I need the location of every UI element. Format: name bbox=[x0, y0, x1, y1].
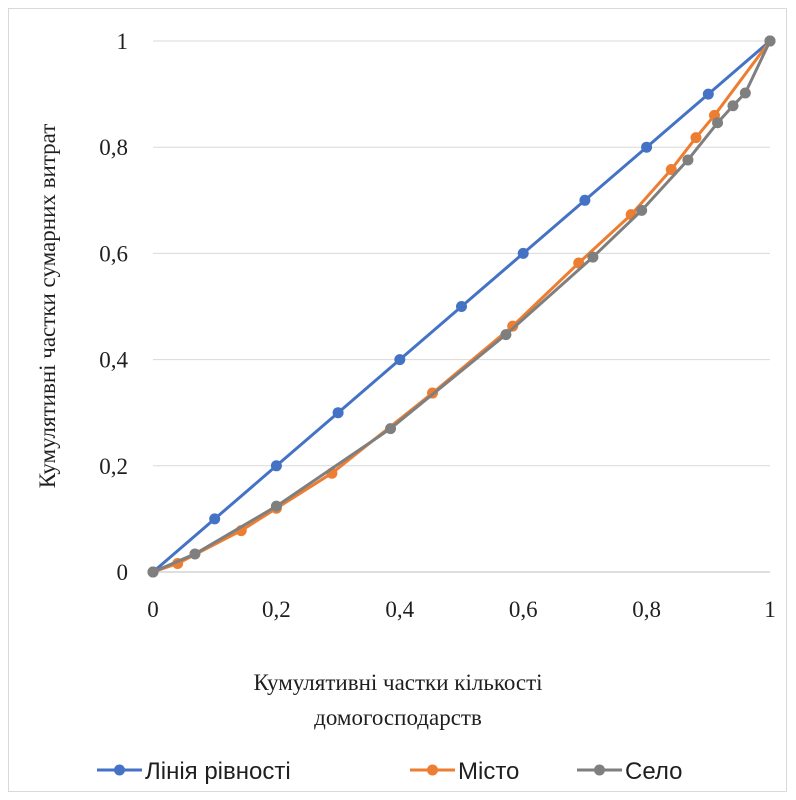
x-axis-title-line-2: домогосподарств bbox=[314, 705, 482, 730]
legend-label: Місто bbox=[458, 758, 519, 785]
y-axis-title: Кумулятивні частки сумарних витрат bbox=[35, 124, 60, 489]
y-tick-label: 0,6 bbox=[99, 241, 128, 266]
x-axis-title-line-1: Кумулятивні частки кількості bbox=[253, 670, 542, 695]
data-point bbox=[764, 35, 776, 47]
data-point bbox=[270, 500, 282, 512]
y-tick-label: 0,8 bbox=[99, 135, 128, 160]
legend-marker bbox=[594, 764, 605, 776]
legend-item-2: Село bbox=[577, 758, 683, 785]
data-point bbox=[727, 100, 739, 112]
data-point bbox=[147, 566, 159, 578]
data-point bbox=[456, 301, 467, 312]
series-layer bbox=[147, 35, 776, 578]
legend-label: Село bbox=[625, 758, 683, 785]
x-tick-label: 0 bbox=[147, 597, 159, 622]
data-point bbox=[517, 247, 529, 259]
data-point bbox=[394, 354, 406, 366]
data-point bbox=[636, 204, 648, 216]
series-2 bbox=[147, 35, 776, 578]
legend: Лінія рівності Місто Село bbox=[97, 758, 683, 785]
x-tick-label: 0,2 bbox=[262, 597, 291, 622]
legend-marker bbox=[427, 764, 438, 776]
data-point bbox=[332, 407, 344, 419]
data-point bbox=[579, 194, 591, 206]
x-tick-label: 0,4 bbox=[385, 597, 414, 622]
data-point bbox=[385, 423, 397, 435]
y-tick-label: 0 bbox=[117, 560, 129, 585]
gridlines bbox=[153, 40, 770, 467]
data-point bbox=[665, 164, 677, 176]
data-point bbox=[209, 513, 221, 525]
x-tick-label: 0,6 bbox=[509, 597, 538, 622]
y-tick-labels: 0 0,2 0,4 0,6 0,8 1 bbox=[99, 29, 128, 585]
data-point bbox=[189, 548, 201, 560]
data-point bbox=[587, 251, 599, 263]
legend-item-1: Місто bbox=[410, 758, 519, 785]
data-point bbox=[641, 141, 653, 153]
y-tick-label: 0,2 bbox=[99, 454, 128, 479]
legend-item-0: Лінія рівності bbox=[97, 758, 291, 785]
data-point bbox=[690, 132, 702, 144]
x-tick-label: 1 bbox=[764, 597, 776, 622]
legend-marker bbox=[114, 764, 125, 776]
legend-label: Лінія рівності bbox=[145, 758, 291, 785]
y-tick-label: 1 bbox=[117, 29, 129, 54]
data-point bbox=[712, 117, 724, 129]
data-point bbox=[507, 320, 519, 332]
x-tick-labels: 0 0,2 0,4 0,6 0,8 1 bbox=[147, 597, 776, 622]
y-tick-label: 0,4 bbox=[99, 348, 128, 373]
data-point bbox=[682, 154, 694, 166]
series-0 bbox=[147, 35, 776, 578]
data-point bbox=[500, 329, 512, 341]
x-tick-label: 0,8 bbox=[632, 597, 661, 622]
data-point bbox=[270, 460, 282, 472]
data-point bbox=[702, 88, 714, 100]
data-point bbox=[739, 87, 751, 99]
